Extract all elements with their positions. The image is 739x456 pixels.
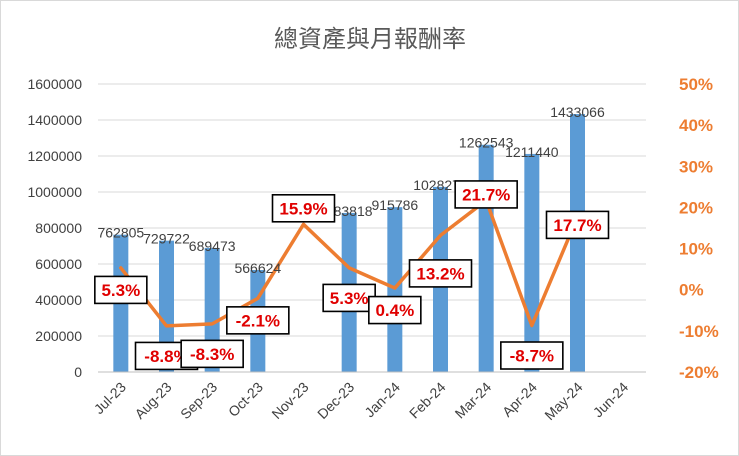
return-label-box (368, 295, 422, 325)
return-label-box (94, 275, 148, 305)
return-label-box (271, 193, 336, 223)
x-tick-label: Mar-24 (452, 379, 495, 422)
y-right-tick-label: 0% (679, 281, 704, 300)
return-label-box (180, 339, 244, 369)
return-label-box (408, 259, 473, 288)
x-tick-label: Dec-23 (314, 379, 357, 422)
return-label-text: 17.7% (553, 216, 601, 235)
y-left-tick-label: 1400000 (27, 112, 82, 128)
bar (524, 153, 540, 372)
y-left-tick-label: 1200000 (27, 148, 82, 164)
return-label: 15.9% (271, 193, 336, 223)
x-tick-label: Apr-24 (499, 379, 540, 420)
return-label-text: -8.3% (190, 345, 234, 364)
return-label-text: 0.4% (375, 301, 414, 320)
bar-value-label: 762805 (97, 225, 144, 241)
bar-value-label: 1433066 (550, 104, 605, 120)
return-label-text: -8.8% (144, 347, 188, 366)
y-right-tick-label: 20% (679, 198, 713, 217)
y-right-tick-label: -10% (679, 322, 719, 341)
return-line (119, 198, 580, 328)
return-label: 13.2% (408, 259, 473, 288)
return-label: 17.7% (545, 210, 610, 240)
x-tick-label: Sep-23 (177, 379, 220, 422)
x-tick-label: Jun-24 (590, 379, 632, 421)
chart-title: 總資產與月報酬率 (274, 25, 466, 53)
bar-value-label: 915786 (371, 197, 418, 213)
axes: 0 200000 400000 600000 800000 1000000 1200000 1… (27, 75, 718, 423)
y-right-tick-label: 30% (679, 157, 713, 176)
bar (478, 144, 494, 372)
y-right-tick-label: -20% (679, 363, 719, 382)
y-left-tick-label: 600000 (35, 256, 82, 272)
return-label: -2.1% (226, 306, 290, 335)
x-tick-label: May-24 (541, 379, 585, 423)
bar-value-label: 1211440 (505, 144, 559, 160)
x-tick-label: Aug-23 (131, 379, 174, 422)
bar-value-label: 689473 (189, 238, 236, 254)
return-label-text: 21.7% (462, 185, 510, 204)
y-left-tick-label: 800000 (35, 220, 82, 236)
return-label-text: 15.9% (279, 199, 327, 218)
bar (159, 240, 174, 372)
x-tick-label: Oct-23 (225, 379, 266, 420)
bar (570, 114, 585, 372)
y-left-tick-label: 200000 (35, 328, 82, 344)
bar-value-label: 1028277 (413, 177, 468, 193)
bar-value-label: 1262543 (459, 135, 514, 151)
y-left-tick-label: 1000000 (27, 184, 82, 200)
y-right-tick-label: 50% (679, 75, 713, 94)
return-label-text: 5.3% (330, 289, 369, 308)
y-right-tick-label: 10% (679, 240, 713, 259)
return-label-box (454, 180, 518, 209)
bar-value-label: 566624 (234, 260, 281, 276)
y-left-tick-label: 400000 (35, 292, 82, 308)
return-label: 21.7% (454, 180, 518, 209)
x-tick-label: Jul-23 (91, 379, 129, 417)
return-label-text: -2.1% (236, 311, 280, 330)
y-left-tick-label: 0 (74, 364, 82, 380)
bar-value-label: 729722 (143, 231, 190, 247)
gridlines (98, 83, 646, 337)
x-tick-label: Feb-24 (406, 379, 449, 422)
return-label: -8.7% (500, 341, 564, 370)
return-label: 5.3% (94, 275, 148, 305)
y-left-tick-label: 1600000 (27, 76, 82, 92)
return-label-text: -8.7% (510, 347, 554, 366)
return-label-text: 5.3% (101, 281, 140, 300)
return-label-text: 13.2% (416, 264, 464, 283)
return-label-box (226, 306, 290, 335)
line-series (119, 198, 580, 328)
return-label: -8.3% (180, 339, 244, 369)
return-label-box (545, 210, 610, 240)
x-tick-label: Jan-24 (361, 379, 403, 421)
return-label: 5.3% (322, 283, 376, 313)
y-right-tick-label: 40% (679, 116, 713, 135)
x-tick-label: Nov-23 (268, 379, 311, 422)
return-label: 0.4% (368, 295, 422, 325)
bar-value-label: 883818 (326, 203, 373, 219)
return-label-box (500, 341, 564, 370)
